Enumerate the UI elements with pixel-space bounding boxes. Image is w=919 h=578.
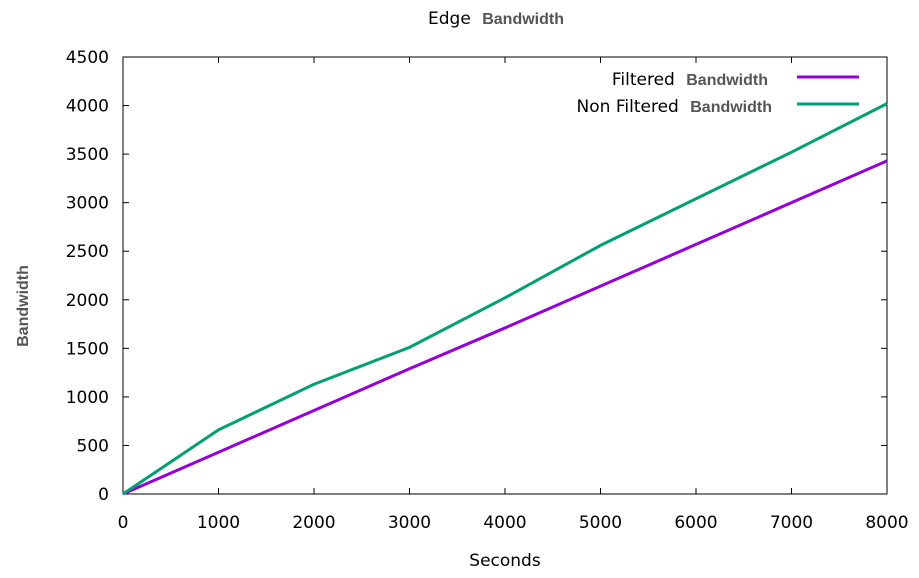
x-tick-labels: 0 1000 2000 3000 4000 5000 6000 7000 8000	[118, 513, 909, 533]
y-tick-label: 2000	[66, 291, 109, 311]
y-tick-label: 1000	[66, 388, 109, 408]
y-tick-label: 0	[98, 485, 109, 505]
chart-title: Edge Bandwidth	[428, 9, 564, 29]
tick-marks	[122, 56, 888, 495]
x-tick-label: 4000	[483, 513, 526, 533]
y-tick-label: 4500	[66, 48, 109, 68]
x-tick-label: 1000	[197, 513, 240, 533]
legend-label-filtered-prefix: Filtered	[612, 70, 675, 90]
legend-label-non-filtered: Non Filtered Bandwidth	[577, 97, 772, 117]
x-tick-label: 6000	[674, 513, 717, 533]
y-tick-label: 3500	[66, 145, 109, 165]
x-tick-label: 2000	[292, 513, 335, 533]
x-tick-label: 8000	[865, 513, 908, 533]
x-tick-label: 7000	[770, 513, 813, 533]
data-series	[122, 102, 888, 496]
y-tick-label: 3000	[66, 194, 109, 214]
x-tick-label: 0	[118, 513, 129, 533]
y-tick-label: 2500	[66, 242, 109, 262]
legend-label-non-filtered-emphasis: Bandwidth	[690, 99, 772, 116]
chart-title-prefix: Edge	[428, 9, 471, 29]
chart-title-emphasis: Bandwidth	[482, 11, 564, 28]
x-tick-label: 5000	[579, 513, 622, 533]
y-tick-label: 1500	[66, 339, 109, 359]
y-axis-label: Bandwidth	[15, 265, 32, 347]
legend-label-filtered-emphasis: Bandwidth	[686, 72, 768, 89]
y-tick-label: 500	[77, 436, 109, 456]
legend: Filtered Bandwidth Non Filtered Bandwidt…	[577, 70, 859, 117]
plot-area-frame	[122, 56, 888, 495]
x-axis-label: Seconds	[469, 551, 541, 571]
x-tick-label: 3000	[388, 513, 431, 533]
series-line-filtered	[122, 159, 888, 496]
y-tick-labels: 0 500 1000 1500 2000 2500 3000 3500 4000 4500	[66, 48, 109, 505]
y-tick-label: 4000	[66, 97, 109, 117]
legend-label-non-filtered-prefix: Non Filtered	[577, 97, 679, 117]
series-line-non-filtered	[122, 102, 888, 496]
legend-label-filtered: Filtered Bandwidth	[612, 70, 768, 90]
